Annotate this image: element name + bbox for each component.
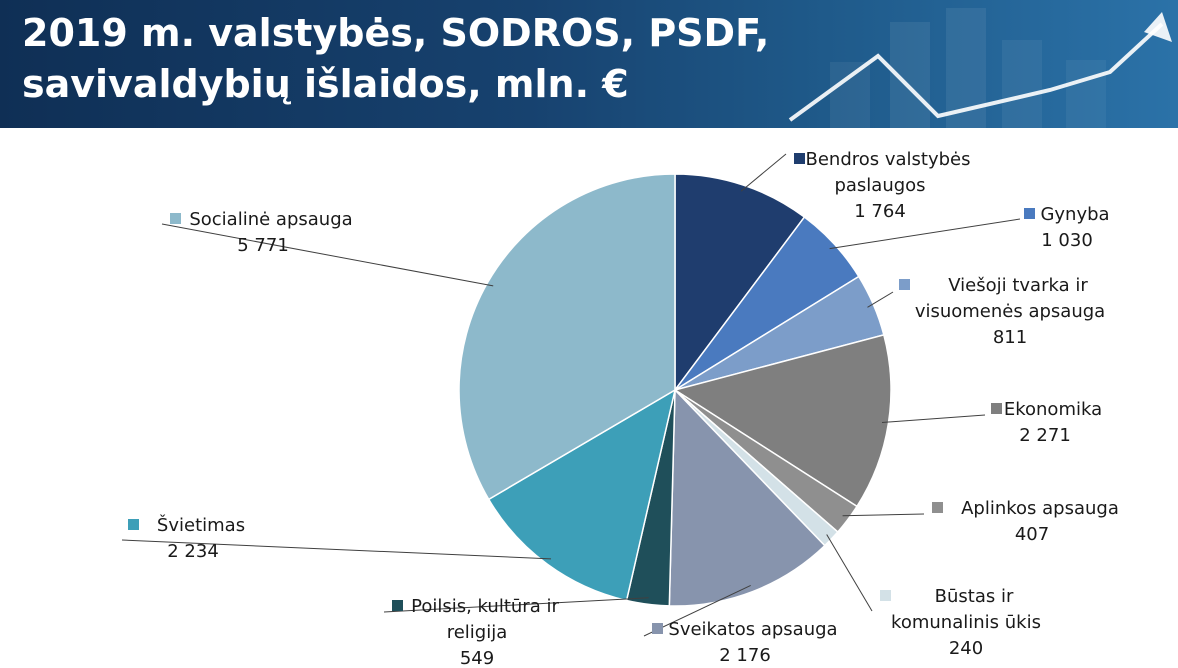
slice-label-sveikatos-apsauga: Sveikatos apsauga: [668, 619, 837, 640]
title-line-2: savivaldybių išlaidos, mln. €: [22, 62, 629, 106]
slice-label-bendros-valstybes-paslaugos: paslaugos: [834, 175, 925, 196]
slice-label-ekonomika: Ekonomika: [1004, 399, 1102, 420]
slice-value-svietimas: 2 234: [167, 541, 219, 562]
slice-label-gynyba: Gynyba: [1040, 204, 1109, 225]
label-marker-ekonomika: [991, 403, 1002, 414]
pie-slice-socialine-apsauga: [458, 173, 676, 501]
expenditure-pie-chart: Bendros valstybės paslaugos 1 764 Gynyba 1 0…: [121, 149, 1119, 668]
slice-value-bustas-ir-komunalinis-ukis: 240: [949, 638, 983, 659]
label-marker-socialine-apsauga: [170, 213, 181, 224]
slice-label-viesoji-tvarka-ir-visuomenes-apsauga: visuomenės apsauga: [915, 301, 1105, 322]
pie-slices: [458, 173, 892, 607]
slice-label-svietimas: Švietimas: [157, 514, 245, 536]
label-marker-gynyba: [1024, 208, 1035, 219]
leader-line-socialine-apsauga: [161, 223, 494, 287]
label-marker-bendros-valstybes-paslaugos: [794, 153, 805, 164]
leader-line-aplinkos-apsauga: [842, 513, 925, 517]
slice-label-socialine-apsauga: Socialinė apsauga: [189, 209, 352, 230]
slice-value-sveikatos-apsauga: 2 176: [719, 645, 771, 666]
pie-slice-sveikatos-apsauga: [668, 388, 826, 607]
slice-value-bendros-valstybes-paslaugos: 1 764: [854, 201, 906, 222]
title-line-1: 2019 m. valstybės, SODROS, PSDF,: [22, 11, 770, 55]
slice-value-ekonomika: 2 271: [1019, 425, 1071, 446]
slice-value-socialine-apsauga: 5 771: [237, 235, 289, 256]
chart-title: 2019 m. valstybės, SODROS, PSDF, savival…: [22, 8, 782, 110]
label-marker-poilsis-kultura-ir-religija: [392, 600, 403, 611]
slice-value-viesoji-tvarka-ir-visuomenes-apsauga: 811: [993, 327, 1027, 348]
slice-label-poilsis-kultura-ir-religija: religija: [447, 622, 508, 643]
rising-chart-graphic: [788, 8, 1172, 128]
label-marker-svietimas: [128, 519, 139, 530]
leader-lines: [121, 153, 1021, 637]
leader-line-svietimas: [121, 539, 552, 560]
label-marker-bustas-ir-komunalinis-ukis: [880, 590, 891, 601]
slice-label-aplinkos-apsauga: Aplinkos apsauga: [961, 498, 1119, 519]
slice-value-poilsis-kultura-ir-religija: 549: [460, 648, 494, 668]
slice-value-aplinkos-apsauga: 407: [1015, 524, 1049, 545]
label-marker-sveikatos-apsauga: [652, 623, 663, 634]
slice-labels: Bendros valstybės paslaugos 1 764 Gynyba 1 0…: [128, 149, 1119, 668]
pie-slice-bendros-valstybes-paslaugos: [674, 173, 806, 393]
pie-slice-svietimas: [487, 388, 677, 602]
slice-label-bustas-ir-komunalinis-ukis: komunalinis ūkis: [891, 612, 1041, 633]
pie-slice-ekonomika: [673, 333, 892, 508]
leader-line-poilsis-kultura-ir-religija: [383, 597, 649, 613]
leader-line-ekonomika: [881, 414, 986, 423]
label-marker-viesoji-tvarka-ir-visuomenes-apsauga: [899, 279, 910, 290]
leader-line-bendros-valstybes-paslaugos: [740, 153, 787, 192]
slice-label-viesoji-tvarka-ir-visuomenes-apsauga: Viešoji tvarka ir: [948, 275, 1088, 296]
slice-label-bustas-ir-komunalinis-ukis: Būstas ir: [935, 586, 1014, 607]
slice-value-gynyba: 1 030: [1041, 230, 1093, 251]
leader-line-gynyba: [829, 218, 1021, 250]
header-banner: 2019 m. valstybės, SODROS, PSDF, savival…: [0, 0, 1178, 128]
slice-label-bendros-valstybes-paslaugos: Bendros valstybės: [805, 149, 970, 170]
leader-line-bustas-ir-komunalinis-ukis: [826, 534, 873, 612]
slice-label-poilsis-kultura-ir-religija: Poilsis, kultūra ir: [411, 596, 559, 617]
leader-line-viesoji-tvarka-ir-visuomenes-apsauga: [867, 291, 894, 308]
label-marker-aplinkos-apsauga: [932, 502, 943, 513]
